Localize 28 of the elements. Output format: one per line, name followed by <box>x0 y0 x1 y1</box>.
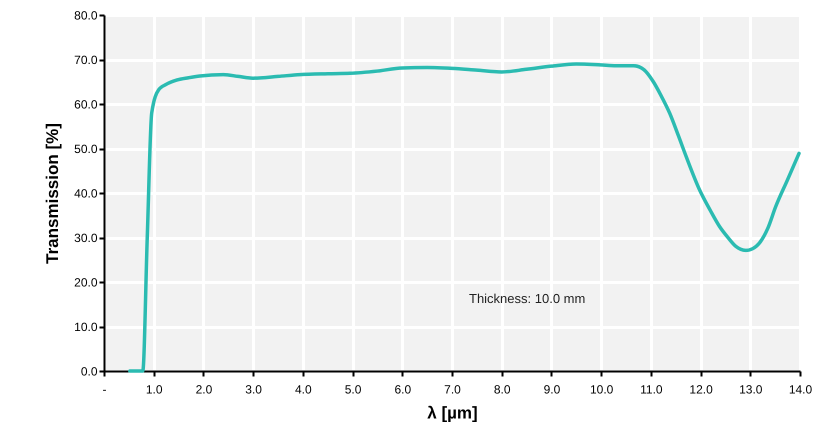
y-tick-label: 40.0 <box>74 186 98 200</box>
y-tick-label: 50.0 <box>74 142 98 156</box>
y-axis-title: Transmission [%] <box>43 123 62 264</box>
y-tick-label: 70.0 <box>74 53 98 67</box>
x-tick-label: 11.0 <box>640 382 663 396</box>
y-tick-label: 80.0 <box>74 8 98 22</box>
line-series <box>128 62 801 373</box>
x-tick-label: 8.0 <box>494 382 511 396</box>
y-tick-label: 60.0 <box>74 98 98 112</box>
y-tick-label: 0.0 <box>80 364 98 378</box>
x-tick-label: 9.0 <box>544 382 561 396</box>
x-tick-label: 6.0 <box>394 382 412 396</box>
x-tick-label: 3.0 <box>245 382 262 396</box>
x-tick-label: 10.0 <box>590 382 614 396</box>
x-tick-label: 1.0 <box>146 382 163 396</box>
y-tick-label: 10.0 <box>74 320 98 334</box>
x-tick-label: 5.0 <box>344 382 362 396</box>
y-tick-label: 20.0 <box>74 276 98 290</box>
annotation: Thickness: 10.0 mm <box>469 291 586 306</box>
x-tick-label: - <box>102 382 106 396</box>
y-tick-label: 30.0 <box>74 231 98 245</box>
x-tick-label: 4.0 <box>295 382 312 396</box>
x-tick-label: 13.0 <box>739 382 763 396</box>
x-tick-label: 12.0 <box>689 382 714 396</box>
x-tick-label: 14.0 <box>788 382 812 396</box>
x-tick-label: 2.0 <box>196 382 213 396</box>
x-tick-label: 7.0 <box>444 382 462 396</box>
x-axis-title: λ [µm] <box>427 404 478 422</box>
